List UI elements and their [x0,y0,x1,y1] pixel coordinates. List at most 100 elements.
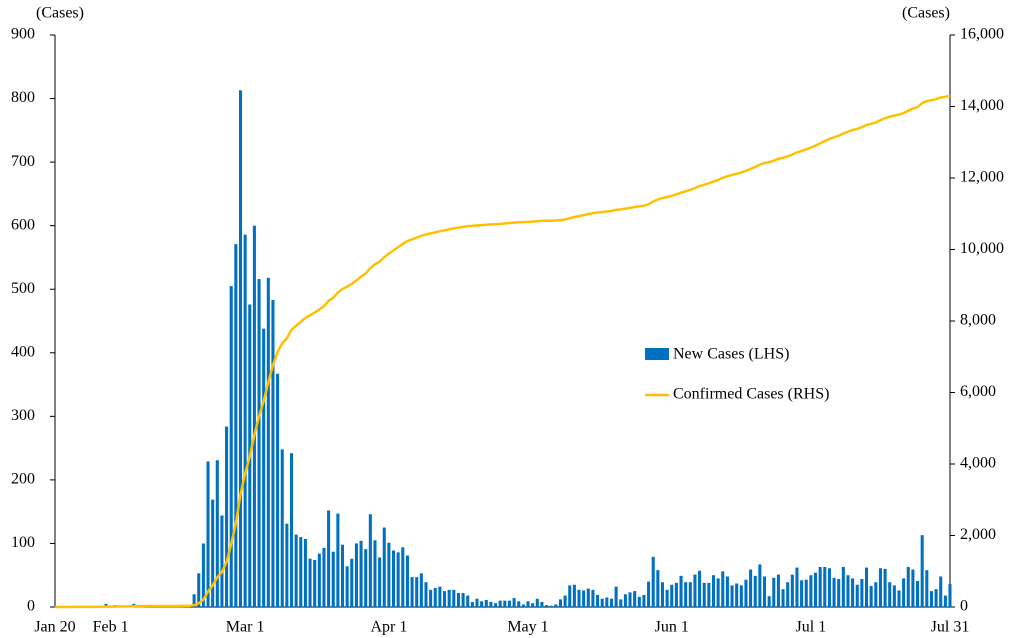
bar [929,591,933,607]
bar [674,582,678,607]
y-tick-label: 900 [11,26,35,43]
x-tick-label: Mar 1 [226,619,265,636]
bar [725,576,729,607]
y2-tick-label: 2,000 [960,526,996,543]
bar [878,568,882,607]
bar [596,594,600,607]
bar [739,585,743,607]
bar [758,564,762,607]
y-tick-label: 100 [11,534,35,551]
y2-tick-label: 14,000 [960,97,1004,114]
bar [215,460,219,607]
bar [387,542,391,607]
bar [443,591,447,607]
bar [670,584,674,607]
bar [238,90,243,607]
bar [549,605,553,607]
bar [220,515,224,607]
y2-tick-label: 16,000 [960,26,1004,43]
y2-axis-label: (Cases) [902,5,950,22]
bar [619,599,623,607]
y-tick-label: 400 [11,343,35,360]
bar [665,589,669,607]
bar [864,567,869,607]
bar [883,568,887,607]
y-tick-label: 300 [11,407,35,424]
y2-tick-label: 4,000 [960,455,996,472]
bar [521,604,525,607]
bar [322,547,326,607]
bar [851,578,855,607]
bar [554,604,558,607]
y-tick-label: 0 [27,598,35,615]
bar [313,559,317,607]
bar [906,566,910,607]
bar [382,527,386,607]
bar [911,569,915,607]
bar [735,583,739,607]
bar [512,598,516,607]
bar [494,603,498,607]
x-tick-label: Jul 31 [931,619,970,636]
bar [897,590,901,607]
bar [271,300,275,607]
bar [489,601,493,607]
y-axis-label: (Cases) [36,5,84,22]
bar [568,585,572,607]
bar [368,514,372,607]
bar [772,577,776,607]
bar [266,277,270,607]
bar [711,575,716,607]
bar [591,589,595,607]
bar [647,581,651,607]
bar [480,601,484,607]
legend-label: Confirmed Cases (RHS) [673,386,829,403]
bar [716,578,720,607]
bar [633,591,637,607]
bar [289,453,294,607]
y-tick-label: 800 [11,89,35,106]
bar [243,234,247,607]
bar [424,582,428,607]
bar [211,499,215,607]
bar [795,567,799,607]
bar [419,573,423,607]
bar [809,575,813,607]
bar [916,580,920,607]
bar [331,551,335,607]
bar [303,538,307,607]
bar [656,570,660,607]
bar [693,574,697,607]
bar [837,579,841,607]
y2-tick-label: 12,000 [960,169,1004,186]
bar [364,549,368,607]
y-tick-label: 700 [11,153,35,170]
y-tick-label: 600 [11,216,35,233]
bar [786,582,790,607]
x-tick-label: Jun 1 [655,619,689,636]
bar [800,580,804,607]
bar [869,586,873,607]
bar [688,582,692,607]
bar [679,575,683,607]
bar [433,587,437,607]
bar [902,578,906,607]
bar [280,449,284,607]
bar [391,550,396,607]
bar [614,586,618,607]
bar [642,594,646,607]
bar [340,544,345,607]
bar [762,576,767,607]
bar [415,577,419,607]
bar [707,582,711,607]
bar [684,582,688,607]
bar [563,595,567,607]
bar [609,598,614,607]
bar [827,568,831,607]
bar [257,279,261,607]
bar [790,574,794,607]
bar [201,543,205,607]
bar [925,570,929,607]
y2-tick-label: 8,000 [960,312,996,329]
bar [846,575,850,607]
